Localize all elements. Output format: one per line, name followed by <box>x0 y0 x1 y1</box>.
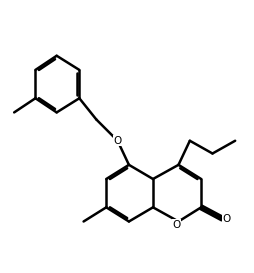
Text: O: O <box>113 136 121 146</box>
Text: O: O <box>171 220 180 230</box>
Text: O: O <box>222 214 230 224</box>
